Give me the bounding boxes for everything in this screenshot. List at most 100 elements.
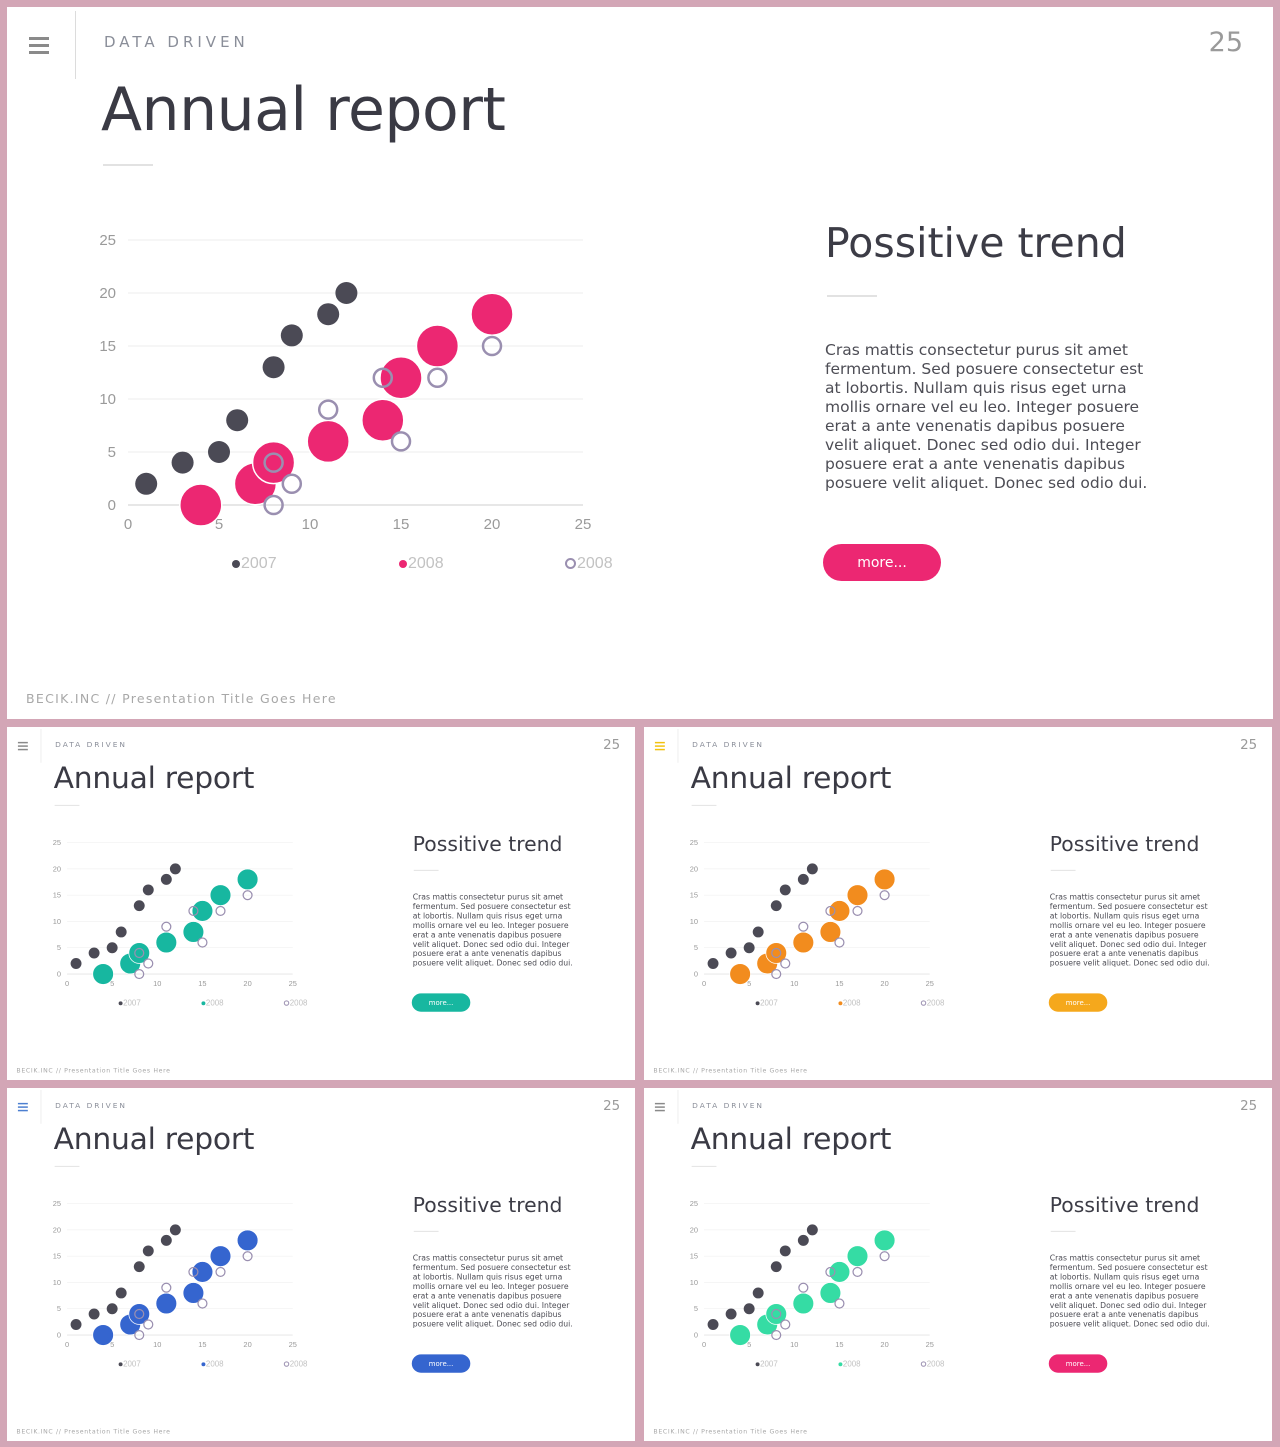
page-number: 25 <box>1240 736 1258 753</box>
legend-item-2008-ring: 2008 <box>283 1360 307 1369</box>
data-point-2008-ring <box>281 473 303 495</box>
slide-main: DATA DRIVEN 25 Annual report 0 5 10 15 20 25 0… <box>7 7 1273 719</box>
legend-marker-2008 <box>399 559 407 568</box>
legend-marker-2007 <box>755 1362 760 1367</box>
menu-icon[interactable] <box>17 1102 28 1113</box>
header-divider <box>75 11 76 79</box>
data-point-2008-ring <box>134 947 145 959</box>
more-button[interactable]: more... <box>411 993 471 1012</box>
title-underline <box>691 1165 717 1167</box>
menu-icon[interactable] <box>654 741 665 752</box>
slide-thumbnail-3[interactable]: DATA DRIVEN 25 Annual report 0 5 10 15 20 25 0… <box>7 1088 635 1441</box>
x-tick-label: 0 <box>124 516 132 533</box>
body-text: Cras mattis consectetur purus sit amet f… <box>1049 892 1210 968</box>
more-button[interactable]: more... <box>1048 1354 1108 1373</box>
data-point-2008-bubble <box>379 356 423 400</box>
page-title: Annual report <box>690 760 892 796</box>
data-point-2008-bubble <box>792 931 815 954</box>
title-underline <box>54 804 80 806</box>
section-label: DATA DRIVEN <box>692 1100 764 1110</box>
y-tick-label: 0 <box>57 970 61 979</box>
x-tick-label: 25 <box>575 516 592 533</box>
data-point-2007 <box>88 947 100 959</box>
data-point-2007 <box>171 451 194 474</box>
x-tick-label: 5 <box>215 516 223 533</box>
data-point-2007 <box>743 1303 755 1315</box>
y-tick-label: 5 <box>694 1304 698 1313</box>
y-tick-label: 20 <box>690 864 698 873</box>
data-point-2008-ring <box>143 1319 154 1330</box>
scatter-chart: 0 5 10 15 20 25 0 5 10 15 20 25 <box>684 1196 1001 1352</box>
x-tick-label: 5 <box>747 1340 751 1349</box>
data-point-2008-bubble <box>846 1245 869 1267</box>
legend-marker-2008-ring <box>920 1000 927 1006</box>
scatter-plot-svg: 0 5 10 15 20 25 0 5 10 15 20 25 <box>53 838 297 988</box>
y-tick-label: 25 <box>99 232 116 249</box>
data-point-2008-bubble <box>828 1261 851 1283</box>
x-tick-label: 25 <box>289 979 297 988</box>
data-point-2007 <box>115 926 127 938</box>
legend-item-2007: 2007 <box>755 999 778 1008</box>
scatter-plot-svg: 0 5 10 15 20 25 0 5 10 15 20 25 <box>690 838 934 988</box>
data-point-2007 <box>106 942 118 954</box>
data-point-2007 <box>135 472 158 495</box>
y-tick-label: 10 <box>690 917 698 926</box>
scatter-chart: 0 5 10 15 20 25 0 5 10 15 20 25 <box>47 835 364 991</box>
data-point-2007 <box>770 900 782 912</box>
data-point-2007 <box>806 863 818 875</box>
legend-item-2008-ring: 2008 <box>920 1360 944 1369</box>
legend-item-2007: 2007 <box>755 1360 778 1369</box>
data-point-2008-ring <box>771 947 782 959</box>
x-tick-label: 5 <box>110 1340 114 1349</box>
slide-thumbnail-2[interactable]: DATA DRIVEN 25 Annual report 0 5 10 15 20 25 0… <box>644 727 1272 1080</box>
x-tick-label: 5 <box>747 979 751 988</box>
subtitle-underline <box>1050 869 1076 871</box>
menu-icon[interactable] <box>17 741 28 752</box>
data-point-2008-ring <box>771 1308 782 1320</box>
menu-icon[interactable] <box>654 1102 665 1113</box>
y-tick-label: 0 <box>57 1331 61 1340</box>
data-point-2007 <box>707 958 719 969</box>
data-point-2007 <box>280 324 303 347</box>
data-point-2008-ring <box>215 1266 226 1278</box>
data-point-2008-bubble <box>251 440 296 485</box>
data-point-2007 <box>115 1287 127 1299</box>
subtitle: Possitive trend <box>1049 832 1200 856</box>
page-title: Annual report <box>53 760 255 796</box>
data-point-2008-bubble <box>415 324 460 368</box>
more-button[interactable]: more... <box>411 1354 471 1373</box>
data-point-2008-ring <box>197 937 208 948</box>
data-point-2008-ring <box>798 1282 809 1293</box>
body-text: Cras mattis consectetur purus sit amet f… <box>1049 1253 1210 1329</box>
y-tick-label: 5 <box>57 1304 61 1313</box>
y-tick-label: 0 <box>694 1331 698 1340</box>
y-tick-label: 0 <box>108 497 116 514</box>
data-point-2008-ring <box>481 335 503 357</box>
data-point-2008-bubble <box>182 1282 205 1304</box>
legend-item-2008-ring: 2008 <box>920 999 944 1008</box>
data-point-2007 <box>752 1287 764 1299</box>
data-point-2008-ring <box>771 1329 782 1341</box>
more-button[interactable]: more... <box>823 544 941 581</box>
menu-icon[interactable] <box>29 37 49 57</box>
more-button[interactable]: more... <box>1048 993 1108 1012</box>
legend-marker-2008 <box>838 1362 843 1367</box>
x-tick-label: 15 <box>198 979 206 988</box>
legend-item-2008: 2008 <box>201 1360 224 1369</box>
scatter-chart: 0 5 10 15 20 25 0 5 10 15 20 25 <box>684 835 1001 991</box>
subtitle: Possitive trend <box>825 219 1127 267</box>
data-point-2008-bubble <box>792 1292 815 1315</box>
legend-item-2008: 2008 <box>838 999 861 1008</box>
data-point-2007 <box>335 282 358 304</box>
slide-thumbnail-1[interactable]: DATA DRIVEN 25 Annual report 0 5 10 15 20 25 0… <box>7 727 635 1080</box>
data-point-2007 <box>797 873 809 885</box>
data-point-2007 <box>88 1308 100 1320</box>
legend-marker-2008-ring <box>283 1361 290 1367</box>
y-tick-label: 25 <box>690 1199 698 1208</box>
data-point-2008-bubble <box>155 931 178 954</box>
y-tick-label: 15 <box>690 1252 698 1261</box>
legend-marker-2008-ring <box>565 558 576 570</box>
data-point-2008-bubble <box>306 419 350 464</box>
slide-thumbnail-4[interactable]: DATA DRIVEN 25 Annual report 0 5 10 15 20 25 0… <box>644 1088 1272 1441</box>
data-point-2008-bubble <box>209 1245 232 1267</box>
